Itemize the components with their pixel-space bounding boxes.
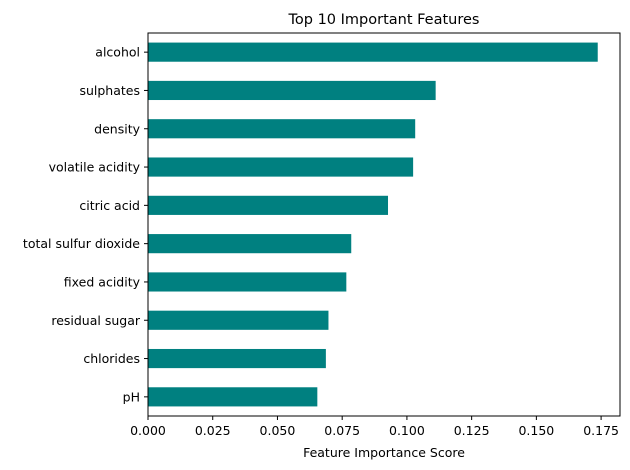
y-tick-label: volatile acidity bbox=[49, 160, 141, 175]
y-tick-label: alcohol bbox=[95, 45, 140, 60]
y-tick-label: citric acid bbox=[79, 198, 140, 213]
x-tick-label: 0.000 bbox=[130, 423, 166, 438]
bar-total-sulfur-dioxide bbox=[148, 234, 352, 254]
y-tick-label: density bbox=[94, 121, 140, 136]
x-tick-label: 0.050 bbox=[260, 423, 296, 438]
bar-fixed-acidity bbox=[148, 272, 347, 292]
bars-group bbox=[148, 42, 598, 407]
x-tick-label: 0.100 bbox=[389, 423, 425, 438]
bar-residual-sugar bbox=[148, 310, 329, 330]
y-tick-label: residual sugar bbox=[51, 313, 141, 328]
y-tick-label: sulphates bbox=[79, 83, 140, 98]
y-tick-label: pH bbox=[123, 389, 140, 404]
bar-ph bbox=[148, 387, 318, 407]
bar-alcohol bbox=[148, 42, 598, 62]
y-tick-label: total sulfur dioxide bbox=[23, 236, 140, 251]
x-axis-label: Feature Importance Score bbox=[303, 445, 465, 460]
y-tick-label: chlorides bbox=[83, 351, 140, 366]
plot-frame bbox=[147, 32, 621, 417]
x-tick-label: 0.025 bbox=[195, 423, 231, 438]
x-tick-label: 0.175 bbox=[583, 423, 619, 438]
chart-title: Top 10 Important Features bbox=[288, 12, 480, 28]
bar-density bbox=[148, 119, 416, 139]
bar-citric-acid bbox=[148, 195, 389, 215]
y-axis: alcohol sulphates density volatile acidity c… bbox=[23, 45, 148, 404]
x-tick-label: 0.075 bbox=[324, 423, 360, 438]
y-tick-label: fixed acidity bbox=[64, 274, 141, 289]
bar-sulphates bbox=[148, 80, 436, 101]
x-tick-label: 0.125 bbox=[454, 423, 490, 438]
x-tick-label: 0.150 bbox=[518, 423, 554, 438]
bar-chlorides bbox=[148, 348, 326, 369]
bar-volatile-acidity bbox=[148, 157, 414, 177]
x-axis: 0.000 0.025 0.050 0.075 0.100 0.125 0.150 0.175 bbox=[130, 416, 619, 438]
